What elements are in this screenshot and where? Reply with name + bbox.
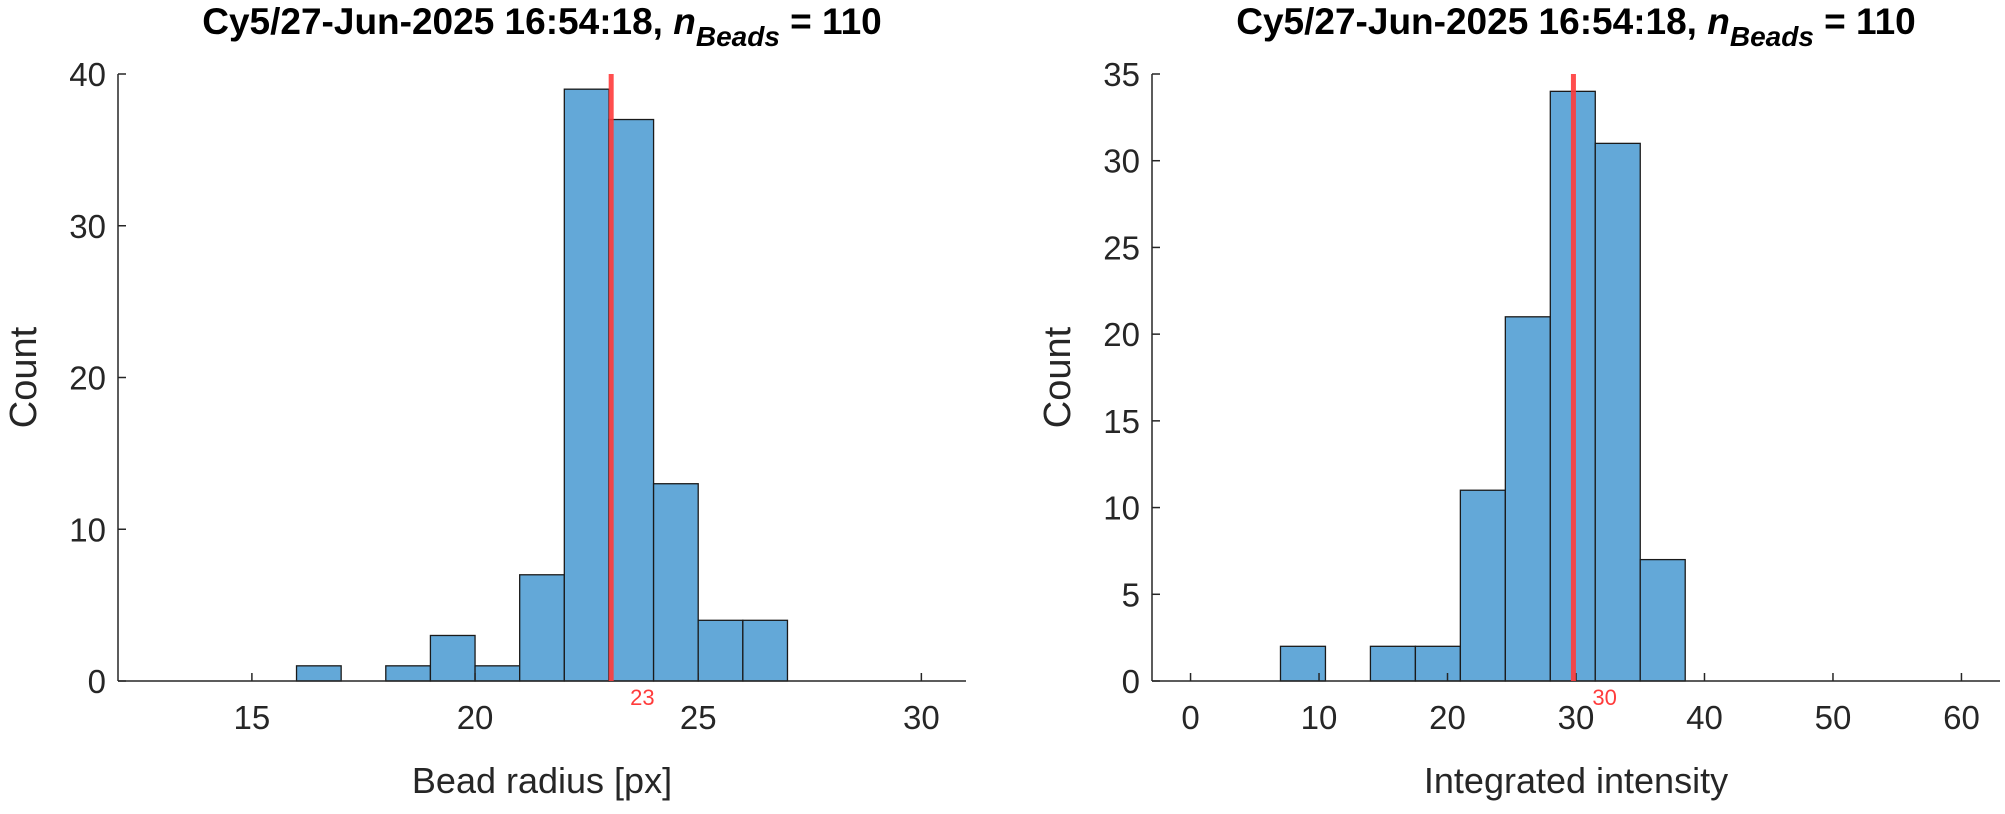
chart-title-variable: n — [673, 1, 696, 42]
histogram-bar — [519, 574, 565, 682]
histogram-bar — [385, 665, 432, 682]
histogram-bar — [652, 483, 699, 682]
histogram-bar — [1504, 316, 1551, 682]
histogram-bar — [1459, 489, 1506, 682]
histogram-bar — [563, 88, 610, 682]
chart-title-count: = 110 — [780, 1, 882, 42]
median-marker-label: 30 — [1592, 685, 1616, 710]
histogram-bar — [295, 665, 342, 682]
x-tick-label: 30 — [1558, 699, 1595, 736]
y-tick-label: 0 — [1122, 663, 1140, 700]
y-tick-label: 40 — [69, 56, 106, 93]
histogram-bar — [608, 118, 655, 682]
y-axis-label: Count — [3, 326, 45, 428]
histogram-bar — [1414, 645, 1462, 682]
y-axis-label: Count — [1037, 326, 1079, 428]
y-tick-label: 20 — [1103, 316, 1140, 353]
chart-title: Cy5/27-Jun-2025 16:54:18, nBeads = 110 — [202, 1, 882, 52]
chart-title-subscript: Beads — [1730, 21, 1814, 52]
chart-title: Cy5/27-Jun-2025 16:54:18, nBeads = 110 — [1236, 1, 1916, 52]
bead-radius-histogram: 15 20 25 30 0 10 20 30 40 23 Bead radius [px] Count… — [3, 1, 966, 801]
histogram-bar — [697, 619, 744, 682]
y-tick-label: 30 — [1103, 143, 1140, 180]
y-tick-label: 5 — [1122, 576, 1140, 613]
x-tick-label: 60 — [1943, 699, 1980, 736]
x-tick-label: 25 — [680, 699, 717, 736]
chart-title-main: Cy5/27-Jun-2025 16:54:18, — [202, 1, 673, 42]
chart-title-variable: n — [1707, 1, 1730, 42]
y-tick-label: 35 — [1103, 56, 1140, 93]
y-tick-label: 10 — [1103, 490, 1140, 527]
chart-title-count: = 110 — [1814, 1, 1916, 42]
histogram-bar — [1639, 558, 1686, 682]
y-tick-label: 25 — [1103, 229, 1140, 266]
x-tick-label: 20 — [457, 699, 494, 736]
chart-title-main: Cy5/27-Jun-2025 16:54:18, — [1236, 1, 1707, 42]
x-tick-label: 40 — [1686, 699, 1723, 736]
chart-title-subscript: Beads — [696, 21, 780, 52]
histogram-bar — [1279, 645, 1327, 682]
histogram-bar — [1369, 645, 1417, 682]
x-tick-label: 15 — [234, 699, 271, 736]
histogram-bar — [1594, 142, 1641, 682]
x-axis-label: Bead radius [px] — [412, 760, 672, 801]
y-tick-label: 0 — [88, 663, 106, 700]
integrated-intensity-histogram: 0 10 20 30 40 50 60 0 5 10 15 20 25 30 35 30 Integrated … — [1037, 1, 2000, 801]
histogram-bar — [429, 634, 476, 682]
y-tick-label: 10 — [69, 511, 106, 548]
x-axis-label: Integrated intensity — [1424, 760, 1728, 801]
median-marker-label: 23 — [630, 685, 654, 710]
x-tick-label: 10 — [1301, 699, 1338, 736]
x-tick-label: 50 — [1815, 699, 1852, 736]
histogram-bar — [474, 665, 521, 682]
x-tick-label: 30 — [903, 699, 940, 736]
y-tick-label: 20 — [69, 360, 106, 397]
x-tick-label: 20 — [1429, 699, 1466, 736]
y-tick-label: 30 — [69, 208, 106, 245]
histogram-bar — [742, 619, 789, 682]
x-tick-label: 0 — [1181, 699, 1199, 736]
y-tick-label: 15 — [1103, 403, 1140, 440]
